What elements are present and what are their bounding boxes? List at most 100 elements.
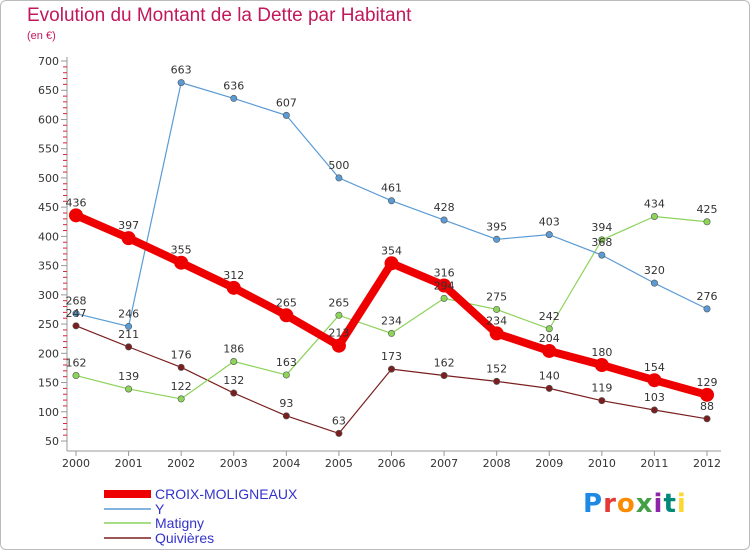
data-point — [650, 213, 658, 221]
data-label: 162 — [66, 357, 87, 370]
chart-subtitle: (en €) — [27, 30, 56, 42]
data-point — [598, 236, 606, 244]
data-label: 186 — [223, 342, 244, 355]
data-point — [598, 251, 606, 259]
data-point — [230, 94, 238, 102]
data-point — [279, 308, 294, 323]
y-tick-label: 600 — [38, 113, 59, 126]
data-label: 312 — [223, 269, 244, 282]
data-label: 276 — [697, 290, 718, 303]
data-point — [230, 389, 238, 397]
y-tick-label: 450 — [38, 201, 59, 214]
x-tick-label: 2010 — [588, 457, 616, 470]
x-tick-label: 2000 — [62, 457, 90, 470]
data-point — [545, 231, 553, 239]
y-tick-label: 700 — [38, 55, 59, 68]
x-tick-label: 2012 — [693, 457, 721, 470]
data-point — [703, 305, 711, 313]
logo-letter: i — [653, 489, 664, 519]
logo-letter: x — [635, 489, 654, 519]
data-label: 234 — [381, 314, 402, 327]
data-point — [594, 358, 609, 372]
data-point — [72, 310, 80, 318]
data-point — [703, 415, 711, 423]
data-label: 63 — [332, 414, 346, 427]
data-point — [493, 377, 501, 385]
y-tick-label: 50 — [45, 435, 59, 448]
x-tick-label: 2009 — [535, 457, 563, 470]
x-tick-label: 2011 — [640, 457, 668, 470]
data-label: 403 — [539, 216, 560, 229]
data-point — [226, 280, 241, 295]
data-point — [331, 338, 346, 353]
data-point — [493, 305, 501, 313]
logo-letter: o — [616, 489, 636, 519]
data-label: 211 — [118, 328, 139, 341]
data-point — [177, 79, 185, 87]
logo-letter: i — [676, 489, 687, 519]
data-label: 173 — [381, 350, 402, 363]
y-tick-label: 300 — [38, 289, 59, 302]
data-label: 180 — [591, 346, 612, 359]
x-tick-label: 2005 — [325, 457, 353, 470]
data-label: 246 — [118, 307, 139, 320]
data-point — [282, 111, 290, 119]
y-tick-label: 500 — [38, 172, 59, 185]
y-tick-label: 650 — [38, 84, 59, 97]
data-label: 122 — [171, 380, 192, 393]
data-label: 397 — [118, 219, 139, 232]
data-point — [125, 343, 133, 351]
data-point — [545, 325, 553, 333]
data-label: 316 — [434, 266, 455, 279]
data-label: 294 — [434, 279, 455, 292]
x-tick-label: 2008 — [483, 457, 511, 470]
data-point — [440, 372, 448, 380]
data-point — [282, 412, 290, 420]
logo-letter: t — [663, 489, 677, 519]
data-point — [335, 311, 343, 319]
data-point — [598, 397, 606, 405]
logo-letter: r — [603, 489, 617, 519]
data-point — [72, 322, 80, 330]
data-point — [650, 406, 658, 414]
y-tick-label: 250 — [38, 318, 59, 331]
y-tick-label: 100 — [38, 406, 59, 419]
data-label: 140 — [539, 369, 560, 382]
data-point — [230, 357, 238, 365]
x-tick-label: 2006 — [378, 457, 406, 470]
data-label: 129 — [697, 376, 718, 389]
data-label: 162 — [434, 357, 455, 370]
data-label: 234 — [486, 314, 507, 327]
y-tick-label: 200 — [38, 347, 59, 360]
data-point — [125, 322, 133, 330]
data-point — [440, 216, 448, 224]
y-tick-label: 550 — [38, 143, 59, 156]
data-label: 395 — [486, 220, 507, 233]
data-point — [72, 372, 80, 380]
x-tick-label: 2001 — [115, 457, 143, 470]
data-point — [69, 208, 83, 223]
proxiti-logo: Proxiti — [583, 489, 687, 519]
data-label: 176 — [171, 348, 192, 361]
data-label: 154 — [644, 361, 665, 374]
data-label: 268 — [66, 295, 87, 308]
data-label: 152 — [486, 362, 507, 375]
data-label: 607 — [276, 96, 297, 109]
data-point — [545, 384, 553, 392]
data-point — [387, 329, 395, 337]
data-label: 425 — [697, 203, 718, 216]
data-label: 354 — [381, 244, 402, 257]
data-point — [703, 218, 711, 226]
data-label: 93 — [279, 397, 293, 410]
data-label: 103 — [644, 391, 665, 404]
x-tick-label: 2002 — [167, 457, 195, 470]
data-label: 163 — [276, 356, 297, 369]
data-label: 368 — [591, 236, 612, 249]
data-point — [335, 429, 343, 437]
data-point — [177, 363, 185, 371]
legend-label: CROIX-MOLIGNEAUX — [155, 486, 298, 502]
data-point — [177, 395, 185, 403]
data-point — [650, 279, 658, 287]
data-label: 242 — [539, 310, 560, 323]
